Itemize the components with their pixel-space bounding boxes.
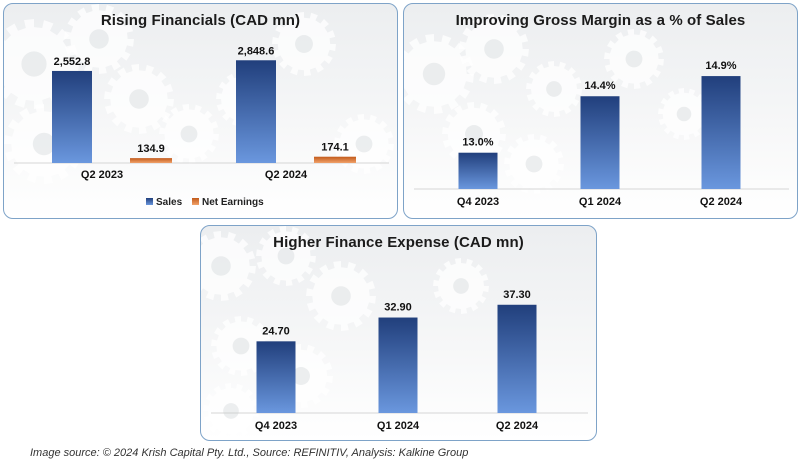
data-bar bbox=[378, 317, 418, 413]
sales-bar bbox=[52, 70, 92, 163]
data-bar bbox=[701, 76, 741, 189]
sales-data-label: 2,848.6 bbox=[238, 45, 275, 57]
chart-title: Improving Gross Margin as a % of Sales bbox=[455, 12, 746, 29]
sales-data-label: 2,552.8 bbox=[54, 56, 91, 68]
image-source-caption: Image source: © 2024 Krish Capital Pty. … bbox=[30, 447, 469, 459]
finance-expense-chart: 24.70 Q4 2023 32.90 Q1 2024 37.30 Q2 2024 bbox=[201, 226, 588, 439]
gear-hub-icon bbox=[465, 125, 483, 143]
data-bar bbox=[580, 96, 620, 189]
gear-hub-icon bbox=[21, 51, 47, 77]
gear-hub-icon bbox=[32, 132, 56, 156]
sales-bar bbox=[236, 60, 276, 163]
gear-hub-icon bbox=[422, 62, 446, 86]
legend-sales-swatch bbox=[146, 198, 153, 205]
x-tick-label: Q2 2024 bbox=[496, 420, 539, 432]
x-tick-label: Q2 2024 bbox=[265, 169, 308, 181]
x-tick-label: Q4 2023 bbox=[255, 420, 297, 432]
gear-hub-icon bbox=[223, 403, 239, 419]
chart-title: Higher Finance Expense (CAD mn) bbox=[273, 234, 524, 251]
chart-title: Rising Financials (CAD mn) bbox=[100, 12, 301, 29]
x-tick-label: Q1 2024 bbox=[377, 420, 420, 432]
data-bar bbox=[458, 152, 498, 189]
gear-hub-icon bbox=[525, 155, 543, 173]
bar-data-label: 14.4% bbox=[584, 80, 615, 92]
gear-hub-icon bbox=[295, 35, 313, 53]
gear-hub-icon bbox=[625, 50, 643, 68]
bar-data-label: 24.70 bbox=[262, 325, 290, 337]
data-bar bbox=[256, 341, 296, 413]
gear-hub-icon bbox=[277, 247, 295, 265]
x-tick-label: Q1 2024 bbox=[579, 196, 622, 208]
rising-financials-chart: 2,552.8 134.9 Q2 2023 2,848.6 174.1 Q2 2024 Sa… bbox=[4, 4, 394, 208]
rising-financials-panel: 2,552.8 134.9 Q2 2023 2,848.6 174.1 Q2 2024 Sa… bbox=[3, 3, 398, 219]
gear-hub-icon bbox=[89, 29, 109, 49]
background-gears bbox=[404, 14, 710, 194]
gross-margin-chart: 13.0% Q4 2023 14.4% Q1 2024 14.9% Q2 2024 bbox=[404, 14, 789, 208]
bar-data-label: 13.0% bbox=[462, 137, 493, 149]
gear-hub-icon bbox=[331, 286, 351, 306]
gear-hub-icon bbox=[355, 135, 373, 153]
finance-expense-panel: 24.70 Q4 2023 32.90 Q1 2024 37.30 Q2 2024 Hig… bbox=[200, 225, 597, 441]
gear-hub-icon bbox=[232, 337, 250, 355]
earnings-data-label: 134.9 bbox=[137, 143, 165, 155]
gear-hub-icon bbox=[453, 278, 469, 294]
x-tick-label: Q2 2023 bbox=[81, 169, 123, 181]
gear-hub-icon bbox=[546, 81, 562, 97]
data-bar bbox=[497, 304, 537, 413]
background-gears bbox=[201, 226, 489, 439]
gear-hub-icon bbox=[129, 89, 149, 109]
gear-hub-icon bbox=[484, 39, 504, 59]
legend-sales-label: Sales bbox=[156, 197, 183, 208]
bar-data-label: 32.90 bbox=[384, 302, 412, 314]
legend-earnings-swatch bbox=[192, 198, 199, 205]
gross-margin-panel: 13.0% Q4 2023 14.4% Q1 2024 14.9% Q2 2024 Imp… bbox=[403, 3, 798, 219]
net-earnings-bar bbox=[314, 156, 356, 163]
x-tick-label: Q4 2023 bbox=[457, 196, 499, 208]
gear-hub-icon bbox=[676, 106, 692, 122]
gear-hub-icon bbox=[292, 367, 310, 385]
bar-data-label: 37.30 bbox=[503, 289, 531, 301]
bar-data-label: 14.9% bbox=[705, 60, 736, 72]
gear-hub-icon bbox=[211, 256, 231, 276]
x-tick-label: Q2 2024 bbox=[700, 196, 743, 208]
net-earnings-bar bbox=[130, 158, 172, 163]
legend-earnings-label: Net Earnings bbox=[202, 197, 264, 208]
legend: Sales Net Earnings bbox=[146, 197, 264, 208]
gear-hub-icon bbox=[180, 125, 198, 143]
earnings-data-label: 174.1 bbox=[321, 142, 349, 154]
